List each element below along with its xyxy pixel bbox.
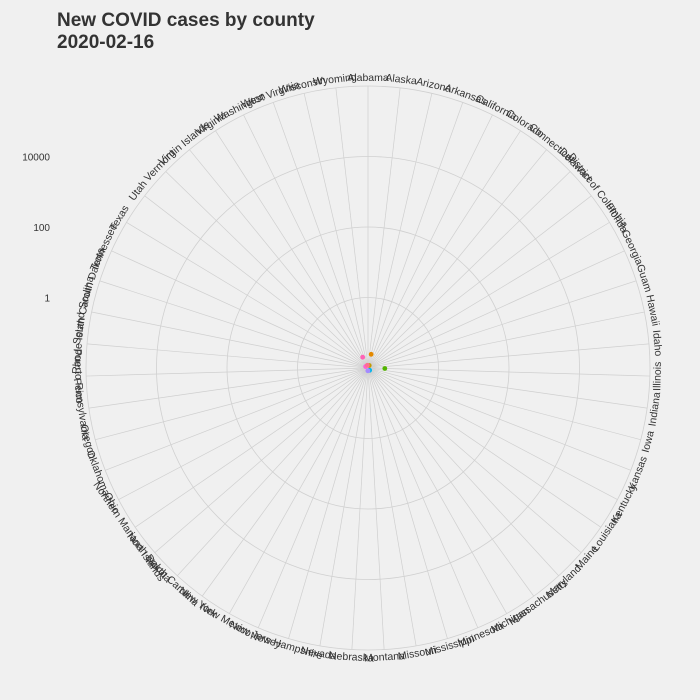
category-label: Indiana (646, 391, 663, 427)
data-point (368, 351, 374, 357)
category-label: Guam (634, 263, 654, 294)
radial-tick-label: 1 (44, 294, 50, 305)
grid-ring (226, 226, 510, 510)
grid-ring-outer (85, 85, 651, 651)
radial-tick-label: 10000 (22, 153, 50, 164)
category-label: Puerto Rico (72, 349, 86, 404)
category-label: Montana (364, 650, 406, 664)
radial-tick-labels: 1 100 10000 (22, 153, 50, 305)
grid-ring (297, 297, 439, 439)
category-label: Illinois (651, 362, 664, 392)
chart-title-line2: 2020-02-16 (57, 32, 155, 53)
data-points (360, 351, 388, 374)
category-label: Rhode Island (70, 312, 87, 375)
category-label: Alaska (385, 72, 418, 88)
category-label: Texas (107, 203, 131, 233)
grid-rings (85, 85, 651, 651)
grid-ring (156, 156, 580, 580)
category-label: Utah (127, 178, 150, 203)
grid-spokes (86, 86, 650, 650)
category-label: Nebraska (329, 650, 375, 665)
chart-title: New COVID cases by county 2020-02-16 (57, 10, 315, 54)
category-label: Iowa (640, 429, 657, 454)
data-point (365, 368, 371, 374)
data-point (382, 366, 388, 371)
chart-title-line1: New COVID cases by county (57, 10, 315, 31)
category-label: Wyoming (313, 71, 358, 88)
data-point (364, 362, 370, 368)
category-label: Idaho (650, 330, 664, 357)
data-point (360, 354, 366, 360)
category-label: Alabama (347, 72, 389, 84)
radial-tick-label: 100 (33, 223, 50, 234)
